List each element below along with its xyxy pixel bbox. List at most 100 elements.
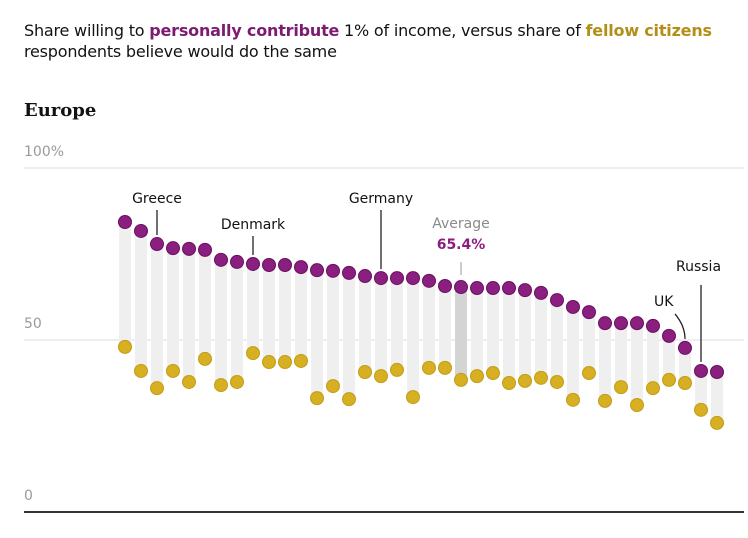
personal-contribute-dot bbox=[630, 316, 644, 331]
fellow-citizens-dot bbox=[646, 381, 660, 396]
fellow-citizens-dot bbox=[358, 364, 372, 379]
range-bar bbox=[407, 278, 419, 398]
range-bar bbox=[647, 325, 659, 389]
fellow-citizens-dot bbox=[294, 353, 308, 368]
fellow-citizens-dot bbox=[214, 378, 228, 393]
personal-contribute-dot bbox=[278, 258, 292, 273]
range-bar bbox=[231, 261, 243, 382]
country-label: Germany bbox=[349, 191, 413, 207]
title-text: Share willing to bbox=[24, 21, 150, 40]
fellow-citizens-dot bbox=[470, 369, 484, 384]
range-bar bbox=[631, 323, 643, 406]
personal-contribute-dot bbox=[422, 273, 436, 288]
range-bar bbox=[583, 312, 595, 374]
range-bar bbox=[551, 300, 563, 382]
range-bar bbox=[247, 263, 259, 354]
fellow-citizens-dot bbox=[230, 374, 244, 389]
range-bar bbox=[391, 278, 403, 370]
personal-contribute-dot bbox=[326, 263, 340, 278]
fellow-citizens-dot bbox=[182, 374, 196, 389]
personal-contribute-dot bbox=[182, 241, 196, 256]
personal-contribute-dot bbox=[262, 258, 276, 273]
fellow-citizens-dot bbox=[598, 393, 612, 408]
average-label: Average bbox=[432, 216, 490, 232]
fellow-citizens-dot bbox=[550, 374, 564, 389]
fellow-citizens-dot bbox=[134, 363, 148, 378]
fellow-citizens-dot bbox=[534, 370, 548, 385]
average-value-label: 65.4% bbox=[437, 237, 486, 253]
range-bar bbox=[487, 288, 499, 374]
personal-contribute-dot bbox=[198, 242, 212, 257]
fellow-citizens-dot bbox=[166, 363, 180, 378]
fellow-citizens-dot bbox=[694, 402, 708, 417]
personal-contribute-dot bbox=[518, 283, 532, 298]
range-bar bbox=[679, 347, 691, 383]
range-bar bbox=[423, 280, 435, 368]
range-bar bbox=[311, 270, 323, 399]
fellow-citizens-dot bbox=[342, 392, 356, 407]
personal-contribute-dot bbox=[390, 271, 404, 286]
range-bar bbox=[519, 290, 531, 381]
fellow-citizens-dot bbox=[262, 355, 276, 370]
range-bar bbox=[439, 285, 451, 368]
fellow-citizens-dot bbox=[326, 379, 340, 394]
range-bar bbox=[327, 270, 339, 387]
country-label: Russia bbox=[676, 259, 721, 275]
annotation-leader bbox=[674, 313, 686, 339]
fellow-citizens-dot bbox=[630, 398, 644, 413]
personal-contribute-dot bbox=[454, 280, 468, 295]
fellow-citizens-dot bbox=[438, 360, 452, 375]
range-bar bbox=[535, 292, 547, 378]
range-bar bbox=[375, 278, 387, 377]
fellow-citizens-dot bbox=[678, 376, 692, 390]
personal-contribute-dot bbox=[310, 263, 324, 278]
personal-contribute-dot bbox=[550, 293, 564, 308]
personal-contribute-dot bbox=[582, 305, 596, 320]
range-bar bbox=[695, 370, 707, 410]
personal-contribute-dot bbox=[470, 281, 484, 296]
personal-contribute-dot bbox=[406, 271, 420, 286]
personal-contribute-dot bbox=[678, 340, 692, 355]
personal-contribute-dot bbox=[662, 328, 676, 343]
personal-contribute-dot bbox=[134, 223, 148, 238]
title-text: 1% of income, versus share of bbox=[339, 21, 586, 40]
personal-contribute-dot bbox=[534, 285, 548, 300]
average-bar bbox=[455, 287, 467, 380]
title-highlight-fellow: fellow citizens bbox=[585, 21, 713, 40]
y-tick-label: 100% bbox=[24, 144, 64, 160]
fellow-citizens-dot bbox=[614, 380, 628, 395]
range-bar bbox=[295, 267, 307, 361]
fellow-citizens-dot bbox=[278, 355, 292, 370]
fellow-citizens-dot bbox=[518, 373, 532, 388]
y-tick-label: 50 bbox=[24, 316, 42, 332]
range-bar bbox=[151, 244, 163, 389]
personal-contribute-dot bbox=[358, 269, 372, 284]
range-bar bbox=[599, 323, 611, 401]
range-bar bbox=[119, 222, 131, 347]
country-label: Greece bbox=[132, 191, 182, 207]
range-bar bbox=[503, 288, 515, 383]
chart-title: Share willing to personally contribute 1… bbox=[24, 20, 744, 62]
fellow-citizens-dot bbox=[406, 390, 420, 405]
personal-contribute-dot bbox=[710, 364, 724, 379]
fellow-citizens-dot bbox=[486, 366, 500, 381]
personal-contribute-dot bbox=[342, 265, 356, 280]
fellow-citizens-dot bbox=[150, 381, 164, 396]
personal-contribute-dot bbox=[374, 271, 388, 286]
fellow-citizens-dot bbox=[582, 366, 596, 381]
fellow-citizens-dot bbox=[198, 351, 212, 366]
fellow-citizens-dot bbox=[246, 346, 260, 361]
title-highlight-personal: personally contribute bbox=[149, 21, 340, 40]
range-bar bbox=[711, 371, 723, 423]
range-bar bbox=[567, 306, 579, 400]
range-bar bbox=[663, 335, 675, 380]
range-bar bbox=[135, 230, 147, 371]
range-bar bbox=[359, 276, 371, 372]
range-bar bbox=[199, 249, 211, 359]
y-tick-label: 0 bbox=[24, 488, 33, 504]
country-label: UK bbox=[654, 294, 674, 310]
range-bar bbox=[279, 265, 291, 363]
range-bar bbox=[167, 248, 179, 371]
